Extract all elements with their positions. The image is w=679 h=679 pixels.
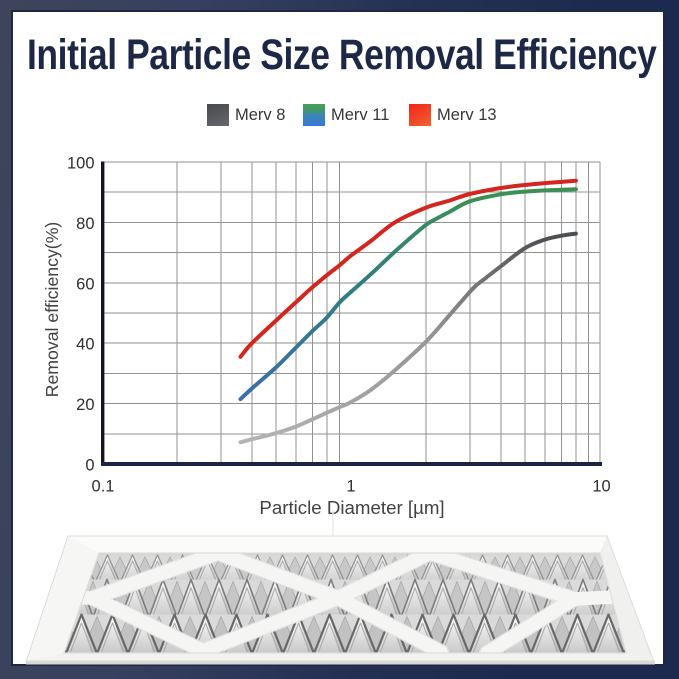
- svg-text:0: 0: [85, 457, 94, 475]
- svg-text:Particle Diameter [µm]: Particle Diameter [µm]: [259, 497, 444, 518]
- svg-text:Removal efficiency(%): Removal efficiency(%): [42, 222, 62, 398]
- svg-text:0.1: 0.1: [92, 478, 115, 496]
- svg-text:80: 80: [76, 215, 94, 233]
- svg-text:40: 40: [76, 336, 94, 354]
- svg-text:100: 100: [67, 155, 95, 173]
- svg-text:10: 10: [592, 478, 610, 496]
- svg-text:60: 60: [76, 275, 94, 293]
- svg-text:1: 1: [346, 478, 355, 496]
- svg-text:20: 20: [76, 396, 94, 414]
